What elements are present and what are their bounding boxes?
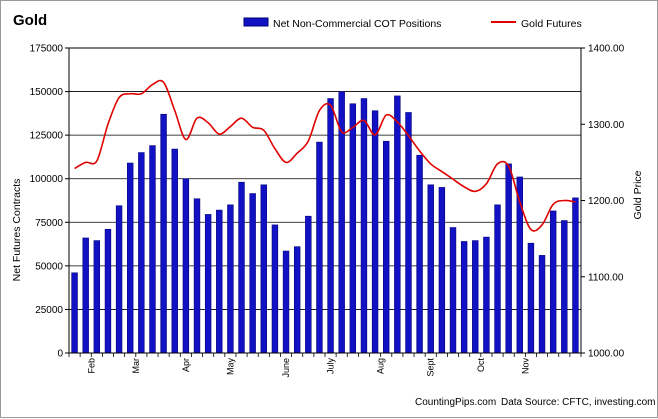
cot-bar — [160, 113, 167, 354]
legend-bar-swatch — [243, 17, 269, 27]
cot-bar — [561, 220, 568, 354]
cot-bar — [204, 214, 212, 354]
gold-futures-line — [74, 79, 576, 232]
cot-bar — [371, 110, 379, 354]
cot-bar — [127, 162, 134, 354]
cot-bar — [572, 197, 579, 354]
cot-bar — [271, 224, 279, 354]
y2-tick-label: 1100.00 — [588, 272, 624, 283]
cot-bar — [93, 240, 101, 354]
cot-bar — [171, 148, 178, 354]
chart-title: Gold — [13, 12, 47, 29]
cot-bar — [193, 198, 201, 354]
cot-bar — [494, 204, 501, 354]
cot-bar — [316, 141, 323, 354]
right-axis-ticks: 1000.00 1100.00 1200.00 1300.00 1400.00 — [581, 44, 625, 360]
footer-source: CountingPips.com — [415, 397, 496, 408]
y-tick-label: 150000 — [30, 87, 64, 98]
y-tick-label: 50000 — [35, 261, 63, 272]
cot-bar — [405, 112, 412, 354]
cot-bar — [394, 95, 401, 354]
cot-bar — [460, 241, 468, 354]
month-label: Oct — [476, 358, 486, 373]
month-label: Apr — [181, 358, 191, 372]
cot-bar — [360, 98, 368, 354]
y-axis-label: Net Futures Contracts — [11, 179, 23, 282]
cot-bar — [438, 187, 446, 354]
cot-bar — [327, 98, 334, 354]
legend-bar-label: Net Non-Commercial COT Positions — [273, 18, 441, 30]
month-label: July — [326, 358, 336, 375]
y-tick-label: 175000 — [30, 44, 64, 55]
axes — [68, 47, 582, 357]
month-label: Mar — [131, 358, 141, 374]
y-tick-label: 100000 — [30, 174, 64, 185]
cot-bar — [216, 209, 223, 354]
y-tick-label: 25000 — [35, 305, 63, 316]
cot-bar — [260, 184, 267, 354]
cot-bar — [71, 272, 78, 354]
cot-bar — [249, 193, 256, 354]
cot-bar — [305, 215, 312, 354]
cot-bar — [238, 181, 245, 354]
cot-bar — [449, 227, 457, 354]
month-label: May — [225, 358, 235, 376]
cot-bar — [115, 205, 123, 354]
month-label: June — [281, 358, 291, 378]
month-label: Sept — [426, 358, 436, 377]
cot-bar — [149, 145, 156, 354]
month-label: Aug — [376, 358, 386, 374]
footer-data-source: Data Source: CFTC, investing.com — [501, 397, 656, 408]
left-axis-ticks: 0 25000 50000 75000 100000 125000 150000 175000 — [30, 44, 69, 360]
cot-bar — [293, 246, 301, 354]
y2-tick-label: 1300.00 — [588, 120, 625, 131]
legend: Net Non-Commercial COT Positions Gold Fu… — [243, 17, 582, 30]
cot-bar — [427, 184, 434, 354]
cot-bar — [505, 163, 512, 354]
cot-bar — [416, 154, 423, 354]
y2-tick-label: 1200.00 — [588, 196, 625, 207]
y2-tick-label: 1000.00 — [588, 349, 625, 360]
y-tick-label: 75000 — [35, 218, 63, 229]
legend-line-label: Gold Futures — [521, 18, 582, 30]
cot-bar — [282, 250, 290, 354]
cot-bar — [227, 204, 234, 354]
cot-bar — [549, 210, 557, 354]
cot-bar — [538, 255, 546, 354]
gridlines — [69, 47, 581, 310]
cot-bar — [138, 152, 145, 354]
cot-bar — [483, 236, 490, 354]
month-label: Feb — [86, 358, 96, 374]
cot-bar — [104, 228, 112, 354]
cot-bar — [349, 103, 357, 354]
cot-bar — [383, 140, 390, 354]
cot-bar — [82, 237, 89, 354]
y-tick-label: 125000 — [30, 131, 64, 142]
cot-bar — [527, 242, 535, 354]
y2-tick-label: 1400.00 — [588, 44, 625, 55]
y-tick-label: 0 — [57, 349, 63, 360]
cot-bar — [472, 240, 479, 354]
cot-bar — [182, 178, 190, 354]
month-label: Nov — [520, 358, 530, 375]
y2-axis-label: Gold Price — [632, 170, 644, 219]
month-labels: Feb Mar Apr May June July Aug Sept Oct Nov — [86, 358, 530, 378]
